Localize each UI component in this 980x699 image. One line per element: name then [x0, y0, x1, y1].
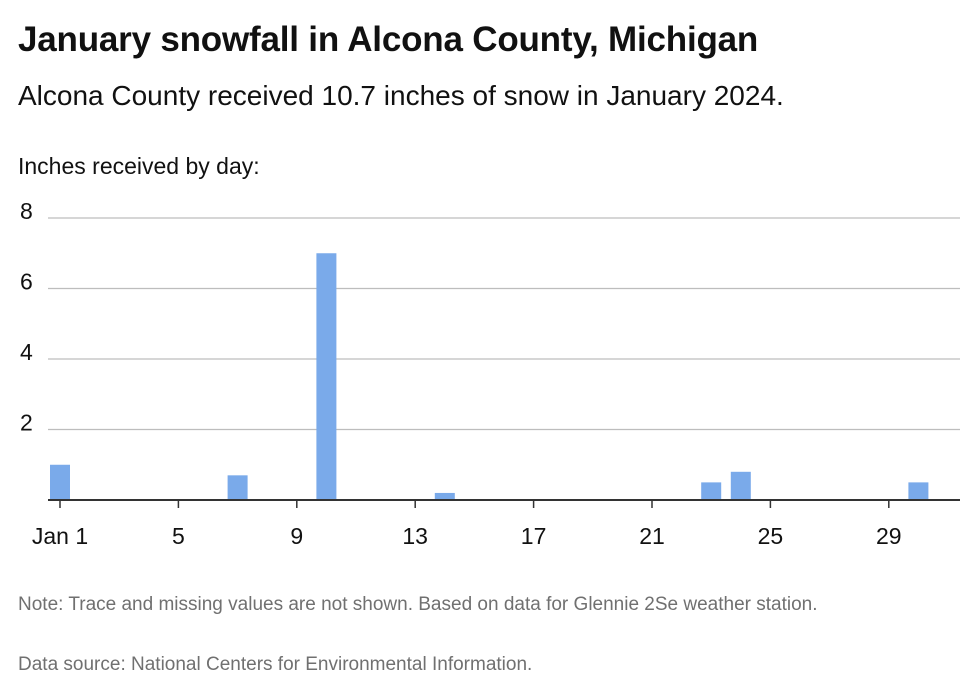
chart-subtitle: Alcona County received 10.7 inches of sn…	[18, 80, 784, 111]
bar-jan-1	[50, 464, 70, 500]
y-axis-label: Inches received by day:	[18, 153, 260, 179]
bar-jan-30	[908, 482, 929, 500]
x-tick-label: 25	[758, 523, 784, 549]
x-tick-labels: Jan 1 5 9 13 17 21 25 29	[32, 500, 902, 549]
x-tick-label: 17	[521, 523, 547, 549]
footnote: Note: Trace and missing values are not s…	[18, 594, 818, 615]
y-tick-label: 4	[20, 339, 33, 365]
data-source: Data source: National Centers for Enviro…	[18, 654, 533, 675]
bar-jan-24	[730, 471, 751, 500]
y-tick-label: 2	[20, 410, 33, 436]
snowfall-bar-chart: 2 4 6 8 Jan 1 5 9 13 17 21 25 29	[20, 198, 960, 549]
x-tick-label: Jan 1	[32, 523, 88, 549]
bar-jan-10	[316, 253, 337, 500]
x-tick-label: 5	[172, 523, 185, 549]
bars	[50, 253, 929, 500]
y-tick-labels: 2 4 6 8	[20, 198, 33, 436]
x-tick-label: 29	[876, 523, 902, 549]
grid-lines	[48, 217, 960, 431]
y-tick-label: 8	[20, 198, 33, 224]
chart-title: January snowfall in Alcona County, Michi…	[18, 20, 759, 59]
bar-jan-23	[701, 482, 722, 500]
y-tick-label: 6	[20, 269, 33, 295]
bar-jan-7	[227, 475, 248, 500]
x-tick-label: 21	[639, 523, 665, 549]
x-tick-label: 9	[290, 523, 303, 549]
x-tick-label: 13	[402, 523, 428, 549]
bar-jan-14	[434, 492, 455, 500]
